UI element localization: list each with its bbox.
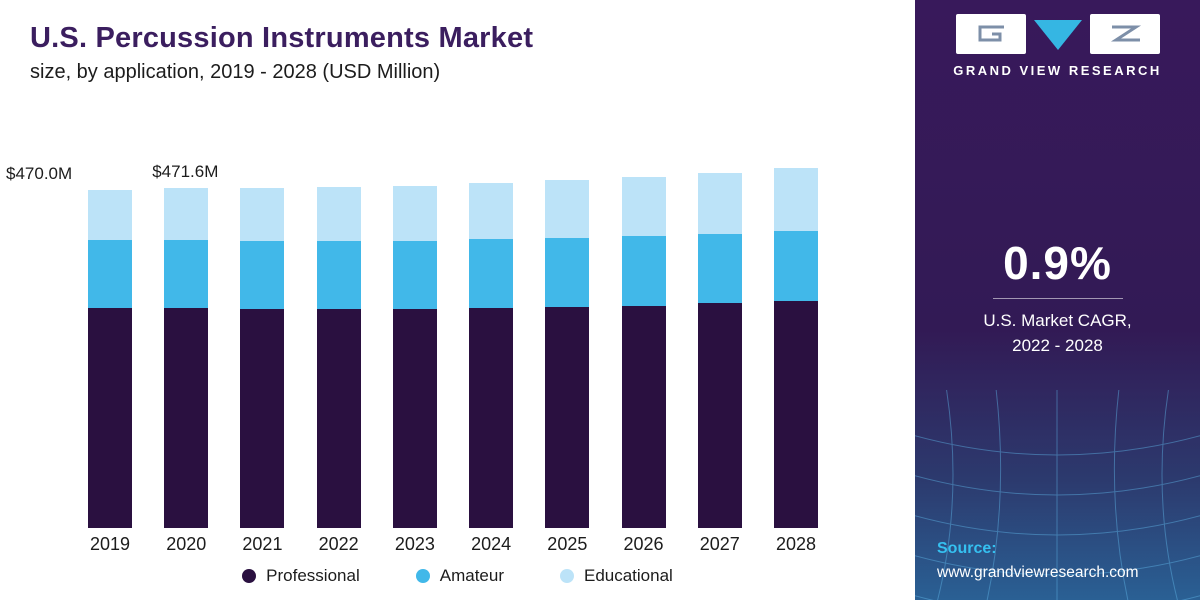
bar-2020: [164, 188, 209, 528]
cagr-divider: [992, 298, 1123, 299]
bar-segment-2028-amateur: [774, 230, 818, 302]
bar-2023: [392, 186, 437, 528]
logo-g-mark-icon: [955, 14, 1026, 54]
logo-triangle-icon: [1033, 20, 1082, 50]
globe-mesh-graphic: [915, 390, 1200, 600]
legend-dot-educational: [559, 569, 574, 583]
bar-segment-2021-professional: [240, 309, 285, 528]
bar-segment-2028-educational: [774, 168, 818, 231]
bar-2028: [774, 168, 818, 528]
value-annotation-2020: $471.6M: [152, 162, 219, 182]
x-axis-label-2023: 2023: [394, 534, 435, 554]
page-title: U.S. Percussion Instruments Market: [30, 22, 534, 54]
bar-segment-2026-professional: [621, 305, 666, 528]
cagr-caption-line2: 2022 - 2028: [1012, 335, 1103, 355]
bar-segment-2024-amateur: [469, 239, 514, 309]
bar-segment-2024-educational: [469, 183, 514, 240]
legend-label-educational: Educational: [583, 566, 673, 585]
bar-segment-2025-professional: [545, 306, 590, 528]
x-axis-label-2025: 2025: [547, 534, 588, 554]
cagr-caption-line1: U.S. Market CAGR,: [983, 311, 1132, 330]
sidebar: GRAND VIEW RESEARCH 0.9% U.S. Market CAG…: [915, 0, 1200, 600]
source-url-link[interactable]: www.grandviewresearch.com: [937, 564, 1139, 581]
plot-area: $470.0M $471.6M: [6, 160, 818, 528]
x-axis-label-2022: 2022: [318, 534, 359, 554]
logo-r-mark-icon: [1089, 14, 1160, 54]
bar-segment-2020-professional: [164, 308, 209, 528]
bar-segment-2026-amateur: [621, 235, 666, 306]
source-block: Source: www.grandviewresearch.com: [937, 540, 1139, 582]
cagr-value: 0.9%: [1003, 237, 1112, 289]
bar-segment-2027-amateur: [697, 233, 742, 304]
bar-segment-2019-educational: [88, 189, 132, 240]
x-axis-label-2027: 2027: [699, 534, 740, 554]
bar-segment-2020-amateur: [164, 240, 209, 309]
bar-2021: [240, 188, 285, 528]
bar-segment-2021-amateur: [240, 240, 285, 310]
gvr-logo-shapes: [915, 14, 1200, 54]
legend-label-professional: Professional: [266, 566, 360, 585]
bar-segment-2027-professional: [697, 303, 742, 528]
x-axis: 2019 2020 2021 2022 2023 2024 2025 2026 2027 2028: [88, 534, 818, 560]
source-label: Source:: [937, 540, 997, 557]
bar-segment-2021-educational: [240, 188, 285, 241]
chart-header: U.S. Percussion Instruments Market size,…: [30, 22, 533, 84]
bar-segment-2025-amateur: [545, 237, 590, 307]
bar-segment-2023-amateur: [392, 240, 437, 310]
x-axis-label-2024: 2024: [471, 534, 512, 554]
bar-segment-2022-amateur: [316, 240, 361, 310]
x-axis-label-2028: 2028: [775, 534, 817, 554]
cagr-block: 0.9% U.S. Market CAGR, 2022 - 2028: [915, 236, 1200, 358]
bar-segment-2019-professional: [88, 307, 132, 528]
bar-2027: [697, 173, 742, 528]
gvr-logo: GRAND VIEW RESEARCH: [915, 14, 1200, 78]
bar-segment-2027-educational: [697, 173, 742, 234]
bar-segment-2024-professional: [469, 308, 514, 528]
legend-item-educational: Educational: [559, 566, 673, 586]
bar-segment-2022-educational: [316, 187, 361, 241]
cagr-caption: U.S. Market CAGR, 2022 - 2028: [915, 309, 1200, 358]
bar-segment-2023-professional: [392, 309, 437, 528]
bar-2022: [316, 187, 361, 528]
legend-dot-amateur: [415, 569, 430, 583]
bar-2019: [88, 189, 132, 528]
bar-2026: [621, 176, 666, 528]
x-axis-label-2021: 2021: [242, 534, 283, 554]
value-annotation-2019: $470.0M: [6, 163, 73, 183]
bar-segment-2025-educational: [545, 180, 590, 238]
bar-segment-2020-educational: [164, 188, 209, 241]
bar-segment-2022-professional: [316, 309, 361, 528]
page-subtitle: size, by application, 2019 - 2028 (USD M…: [30, 61, 441, 83]
chart-region: U.S. Percussion Instruments Market size,…: [0, 22, 915, 586]
bar-segment-2019-amateur: [88, 240, 132, 308]
brand-name: GRAND VIEW RESEARCH: [953, 63, 1162, 78]
bar-segment-2028-professional: [774, 301, 818, 528]
bar-segment-2023-educational: [392, 186, 437, 241]
bar-2024: [469, 183, 514, 528]
bar-2025: [545, 180, 590, 528]
x-axis-label-2026: 2026: [623, 534, 664, 554]
legend-dot-professional: [242, 569, 257, 583]
x-axis-label-2019: 2019: [89, 534, 131, 554]
legend-item-professional: Professional: [242, 566, 360, 586]
legend-item-amateur: Amateur: [415, 566, 504, 586]
bar-segment-2026-educational: [621, 176, 666, 236]
legend-label-amateur: Amateur: [439, 566, 504, 585]
x-axis-label-2020: 2020: [166, 534, 207, 554]
chart-legend: Professional Amateur Educational: [0, 566, 915, 586]
